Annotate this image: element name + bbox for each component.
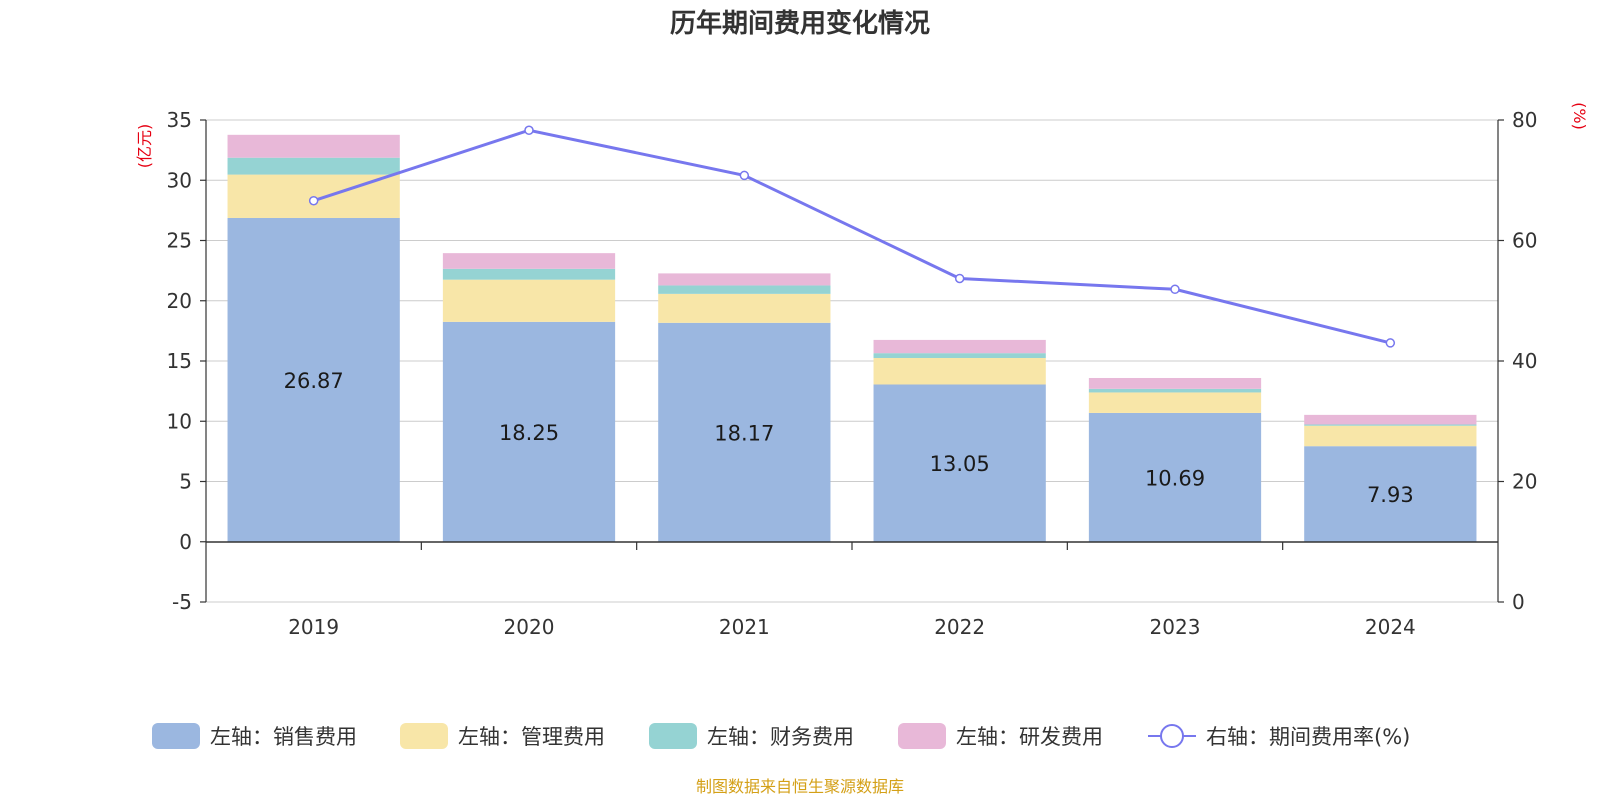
legend-label: 左轴：财务费用	[707, 725, 854, 749]
bar-segment	[873, 384, 1046, 542]
bar-segment	[1304, 446, 1477, 542]
rate-point	[524, 125, 534, 135]
right-tick-label: 60	[1512, 229, 1537, 253]
left-axis-unit: (亿元)	[135, 124, 154, 169]
left-tick-label: 25	[167, 229, 192, 253]
left-tick-label: -5	[172, 590, 192, 614]
bar-segment	[442, 253, 616, 269]
legend-swatch	[152, 723, 200, 749]
x-tick-label: 2024	[1365, 615, 1416, 639]
rate-line-path	[313, 128, 1391, 345]
x-tick-label: 2022	[934, 615, 985, 639]
axes: -5 0 5 10 15 20 25 30 35 0 20 40 60 80 2019 2020 2021 202…	[167, 108, 1538, 639]
left-tick-label: 10	[167, 409, 192, 433]
bar-segment	[442, 268, 616, 280]
rate-point	[1385, 338, 1396, 348]
legend-marker-icon	[1160, 724, 1184, 748]
rate-point	[954, 273, 965, 284]
bar-value-label: 18.25	[499, 421, 559, 445]
bar-segment	[227, 217, 400, 542]
bar-segment	[1088, 412, 1262, 542]
right-tick-label: 0	[1512, 590, 1525, 614]
bar-segment	[1088, 388, 1262, 393]
bars	[227, 134, 1477, 542]
left-tick-label: 5	[179, 470, 192, 494]
bar-segment	[873, 357, 1046, 385]
x-tick-label: 2019	[288, 615, 339, 639]
bar-segment	[227, 134, 400, 158]
bar-value-label: 26.87	[284, 369, 344, 393]
bar-value-label: 13.05	[930, 452, 990, 476]
legend-label: 左轴：管理费用	[458, 725, 605, 749]
bar-segment	[873, 339, 1046, 354]
grid-lines	[206, 119, 1498, 603]
left-tick-label: 35	[167, 108, 192, 132]
chart-title: 历年期间费用变化情况	[670, 8, 930, 39]
right-tick-label: 80	[1512, 108, 1537, 132]
bar-segment	[442, 279, 616, 322]
bar-segment	[1088, 392, 1262, 413]
legend: 左轴：销售费用 左轴：管理费用 左轴：财务费用 左轴：研发费用 右轴：期间费用率(%)	[152, 723, 1410, 749]
legend-label: 左轴：销售费用	[210, 725, 357, 749]
left-tick-label: 20	[167, 289, 192, 313]
bar-value-label: 18.17	[714, 421, 774, 445]
bar-segment	[658, 273, 831, 286]
x-tick-label: 2020	[504, 615, 555, 639]
legend-swatch	[649, 723, 697, 749]
rate-line	[308, 125, 1396, 348]
bar-value-label: 10.69	[1145, 466, 1205, 490]
bar-segment	[1088, 377, 1262, 389]
bar-segment	[873, 353, 1046, 358]
legend-swatch	[400, 723, 448, 749]
rate-point	[739, 170, 750, 181]
data-labels: 26.87 18.25 18.17 13.05 10.69 7.93	[284, 369, 1414, 507]
x-tick-label: 2023	[1150, 615, 1201, 639]
legend-swatch	[898, 723, 946, 749]
bar-segment	[658, 293, 831, 323]
bar-segment	[442, 321, 616, 542]
right-tick-label: 40	[1512, 349, 1537, 373]
rate-point	[308, 195, 319, 206]
left-tick-label: 0	[179, 530, 192, 554]
bar-segment	[1304, 425, 1477, 447]
right-axis-unit: (%)	[1570, 102, 1589, 130]
legend-label: 右轴：期间费用率(%)	[1206, 725, 1410, 749]
bar-segment	[658, 285, 831, 294]
right-tick-label: 20	[1512, 470, 1537, 494]
bar-segment	[1304, 414, 1477, 425]
bar-segment	[1304, 424, 1477, 426]
rate-point	[1170, 284, 1180, 295]
left-tick-label: 15	[167, 349, 192, 373]
source-note: 制图数据来自恒生聚源数据库	[696, 777, 904, 796]
bar-segment	[658, 322, 831, 542]
x-tick-label: 2021	[719, 615, 770, 639]
left-tick-label: 30	[167, 168, 192, 192]
legend-label: 左轴：研发费用	[956, 725, 1103, 749]
bar-segment	[227, 157, 400, 175]
bar-value-label: 7.93	[1367, 483, 1414, 507]
